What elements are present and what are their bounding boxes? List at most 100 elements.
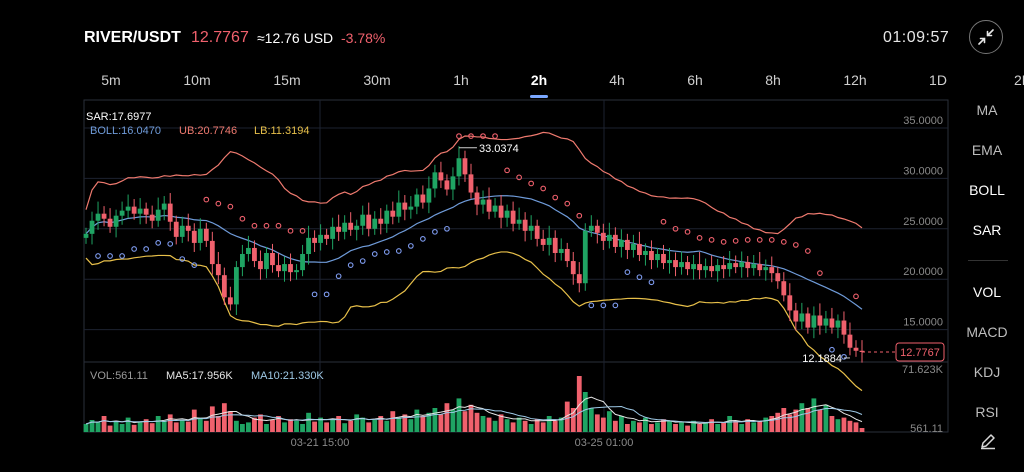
candle bbox=[745, 262, 751, 269]
candle bbox=[288, 264, 293, 273]
volume-bar bbox=[101, 416, 107, 432]
tab-1h[interactable]: 1h bbox=[453, 72, 469, 88]
volume-ma5-line bbox=[85, 396, 863, 425]
candle bbox=[799, 313, 805, 322]
candle bbox=[450, 176, 456, 190]
candle bbox=[522, 219, 528, 231]
candle bbox=[769, 267, 775, 274]
volume-bar bbox=[270, 420, 275, 432]
sar-dot bbox=[407, 243, 414, 249]
candle bbox=[294, 270, 299, 273]
edit-icon[interactable] bbox=[979, 432, 997, 450]
price-tick-label: 15.0000 bbox=[903, 317, 943, 329]
candle bbox=[246, 247, 251, 254]
indicator-sar[interactable]: SAR bbox=[972, 222, 1002, 238]
candle bbox=[408, 206, 414, 210]
price-tick-label: 25.0000 bbox=[903, 216, 943, 228]
candle bbox=[95, 213, 101, 221]
tab-12h[interactable]: 12h bbox=[843, 72, 867, 88]
tab-15m[interactable]: 15m bbox=[273, 72, 301, 88]
volume-bar bbox=[149, 423, 155, 432]
indicator-vol[interactable]: VOL bbox=[972, 284, 1002, 300]
sar-dot bbox=[468, 133, 474, 139]
indicator-kdj[interactable]: KDJ bbox=[973, 364, 1001, 380]
exit-fullscreen-button[interactable] bbox=[969, 20, 1003, 54]
sar-dot bbox=[420, 236, 426, 242]
sar-dot bbox=[287, 227, 294, 234]
indicator-ema[interactable]: EMA bbox=[971, 142, 1003, 158]
candle bbox=[751, 264, 757, 269]
sar-dot bbox=[576, 212, 583, 219]
volume-bar bbox=[402, 414, 408, 432]
candle bbox=[233, 267, 239, 305]
candle bbox=[131, 206, 137, 214]
candle bbox=[624, 239, 630, 250]
volume-bar bbox=[799, 403, 805, 432]
candle bbox=[474, 192, 480, 205]
candle bbox=[83, 233, 89, 238]
candle bbox=[402, 202, 408, 210]
candle bbox=[191, 230, 197, 243]
volume-bar bbox=[330, 419, 336, 432]
volume-bar bbox=[438, 414, 444, 432]
candle bbox=[276, 265, 281, 272]
volume-bar bbox=[246, 422, 251, 432]
tab-5m[interactable]: 5m bbox=[101, 72, 121, 88]
candle bbox=[823, 318, 829, 326]
sar-dot bbox=[456, 133, 462, 139]
candle bbox=[270, 252, 275, 266]
candle bbox=[721, 265, 727, 270]
pair-name[interactable]: RIVER/USDT bbox=[84, 29, 181, 46]
candle bbox=[841, 320, 847, 335]
time-tick-label: 03-25 01:00 bbox=[575, 437, 634, 449]
indicator-ma[interactable]: MA bbox=[976, 102, 998, 118]
candle bbox=[444, 180, 450, 190]
candle bbox=[805, 313, 811, 328]
candle bbox=[149, 214, 155, 221]
tab-2h[interactable]: 2h bbox=[530, 72, 548, 88]
candle bbox=[811, 315, 817, 328]
sar-dot bbox=[107, 253, 113, 259]
volume-bar bbox=[318, 417, 324, 432]
candle bbox=[733, 263, 739, 268]
sar-dot bbox=[492, 133, 498, 139]
sar-dot bbox=[756, 237, 763, 243]
sar-dot bbox=[720, 239, 727, 245]
volume-bar bbox=[552, 420, 558, 432]
sar-dot bbox=[528, 180, 534, 187]
candle bbox=[215, 264, 221, 276]
indicator-rsi[interactable]: RSI bbox=[975, 404, 999, 420]
tab-30m[interactable]: 30m bbox=[363, 72, 391, 88]
tab-2d[interactable]: 2D bbox=[1014, 72, 1024, 88]
candle bbox=[787, 295, 793, 311]
tab-4h[interactable]: 4h bbox=[609, 72, 625, 88]
candle bbox=[552, 237, 558, 253]
tab-8h[interactable]: 8h bbox=[765, 72, 781, 88]
volume-bar bbox=[637, 422, 642, 432]
tab-6h[interactable]: 6h bbox=[687, 72, 703, 88]
volume-bar bbox=[354, 414, 360, 432]
low-marker-label: 12.1884 bbox=[802, 353, 842, 365]
tab-10m[interactable]: 10m bbox=[183, 72, 211, 88]
volume-bar bbox=[853, 422, 859, 432]
volume-bar bbox=[757, 420, 763, 432]
volume-bar bbox=[324, 422, 330, 432]
volume-bar bbox=[600, 417, 606, 432]
candle bbox=[101, 213, 107, 219]
volume-bar bbox=[606, 411, 612, 432]
candle bbox=[564, 248, 570, 262]
volume-bar bbox=[258, 414, 263, 432]
candle bbox=[203, 228, 209, 241]
sar-dot bbox=[792, 242, 799, 248]
high-marker-label: 33.0374 bbox=[479, 143, 519, 155]
candle bbox=[240, 254, 245, 268]
candle bbox=[631, 243, 636, 250]
candle bbox=[468, 174, 474, 193]
indicator-macd[interactable]: MACD bbox=[966, 324, 1008, 340]
volume-bar bbox=[811, 398, 817, 432]
volume-bar bbox=[564, 401, 570, 432]
volume-bar bbox=[793, 409, 799, 432]
indicator-boll[interactable]: BOLL bbox=[969, 182, 1005, 198]
tab-1d[interactable]: 1D bbox=[929, 72, 947, 88]
